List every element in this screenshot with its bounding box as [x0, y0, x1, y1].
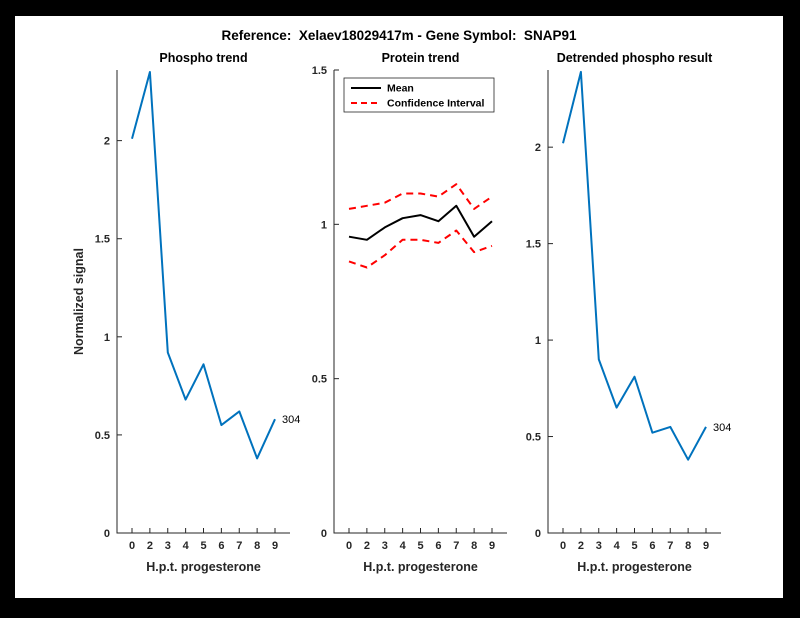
- x-tick-label: 7: [453, 540, 459, 552]
- phospho-signal-line: [131, 71, 276, 460]
- legend: Mean Confidence Interval: [343, 77, 495, 113]
- x-tick-label: 9: [272, 540, 278, 552]
- y-axis-ticks: 0 0.5 1 1.5 2: [95, 136, 122, 540]
- x-tick-label: 4: [183, 540, 190, 552]
- detrended-phospho-signal-line: [562, 70, 707, 461]
- x-tick-label: 3: [382, 540, 388, 552]
- x-tick-label: 2: [364, 540, 370, 552]
- x-tick-label: 5: [631, 540, 637, 552]
- subplot-title: Phospho trend: [159, 51, 247, 65]
- y-tick-label: 1.5: [526, 239, 541, 251]
- x-tick-label: 6: [649, 540, 655, 552]
- x-tick-label: 6: [218, 540, 224, 552]
- x-tick-label: 9: [489, 540, 495, 552]
- y-tick-label: 1: [535, 335, 541, 347]
- x-tick-label: 7: [667, 540, 673, 552]
- x-tick-label: 5: [417, 540, 423, 552]
- x-tick-label: 8: [254, 540, 260, 552]
- x-tick-label: 7: [236, 540, 242, 552]
- x-tick-label: 4: [400, 540, 407, 552]
- x-tick-label: 9: [703, 540, 709, 552]
- confidence-upper-line: [348, 183, 493, 210]
- x-tick-label: 6: [435, 540, 441, 552]
- y-axis-ticks: 0 0.5 1 1.5: [312, 65, 339, 540]
- axes-spines: [333, 70, 507, 534]
- x-axis-label: H.p.t. progesterone: [363, 560, 478, 574]
- x-tick-label: 2: [147, 540, 153, 552]
- mean-line: [348, 204, 493, 241]
- y-tick-label: 0.5: [526, 432, 541, 444]
- x-tick-label: 0: [346, 540, 352, 552]
- y-tick-label: 2: [104, 136, 110, 148]
- y-axis-ticks: 0 0.5 1 1.5 2: [526, 142, 553, 540]
- matlab-figure: Reference: Xelaev18029417m - Gene Symbol…: [15, 16, 783, 598]
- y-tick-label: 1.5: [312, 65, 327, 77]
- x-axis-label: H.p.t. progesterone: [577, 560, 692, 574]
- y-axis-label: Normalized signal: [72, 248, 86, 355]
- y-tick-label: 0.5: [95, 430, 110, 442]
- series-endpoint-annotation: 304: [713, 422, 731, 434]
- y-tick-label: 0: [104, 528, 110, 540]
- x-tick-label: 4: [614, 540, 621, 552]
- x-tick-label: 2: [578, 540, 584, 552]
- x-axis-label: H.p.t. progesterone: [146, 560, 261, 574]
- x-tick-label: 8: [685, 540, 691, 552]
- y-tick-label: 0: [321, 528, 327, 540]
- legend-entry-label: Confidence Interval: [387, 98, 485, 110]
- series-endpoint-annotation: 304: [282, 414, 300, 426]
- subplot-title: Protein trend: [382, 51, 460, 65]
- x-tick-label: 5: [200, 540, 206, 552]
- x-tick-label: 3: [165, 540, 171, 552]
- subplot-title: Detrended phospho result: [557, 51, 713, 65]
- x-tick-label: 0: [129, 540, 135, 552]
- x-tick-label: 8: [471, 540, 477, 552]
- legend-entry-label: Mean: [387, 83, 414, 95]
- figure-title: Reference: Xelaev18029417m - Gene Symbol…: [221, 28, 577, 43]
- confidence-lower-line: [348, 229, 493, 269]
- axes-spines: [116, 70, 290, 534]
- y-tick-label: 1.5: [95, 234, 110, 246]
- x-tick-label: 3: [596, 540, 602, 552]
- y-tick-label: 0.5: [312, 374, 327, 386]
- x-tick-label: 0: [560, 540, 566, 552]
- y-tick-label: 2: [535, 142, 541, 154]
- axes-spines: [547, 70, 721, 534]
- legend-box: [343, 77, 495, 113]
- y-tick-label: 1: [104, 332, 110, 344]
- y-tick-label: 0: [535, 528, 541, 540]
- y-tick-label: 1: [321, 219, 327, 231]
